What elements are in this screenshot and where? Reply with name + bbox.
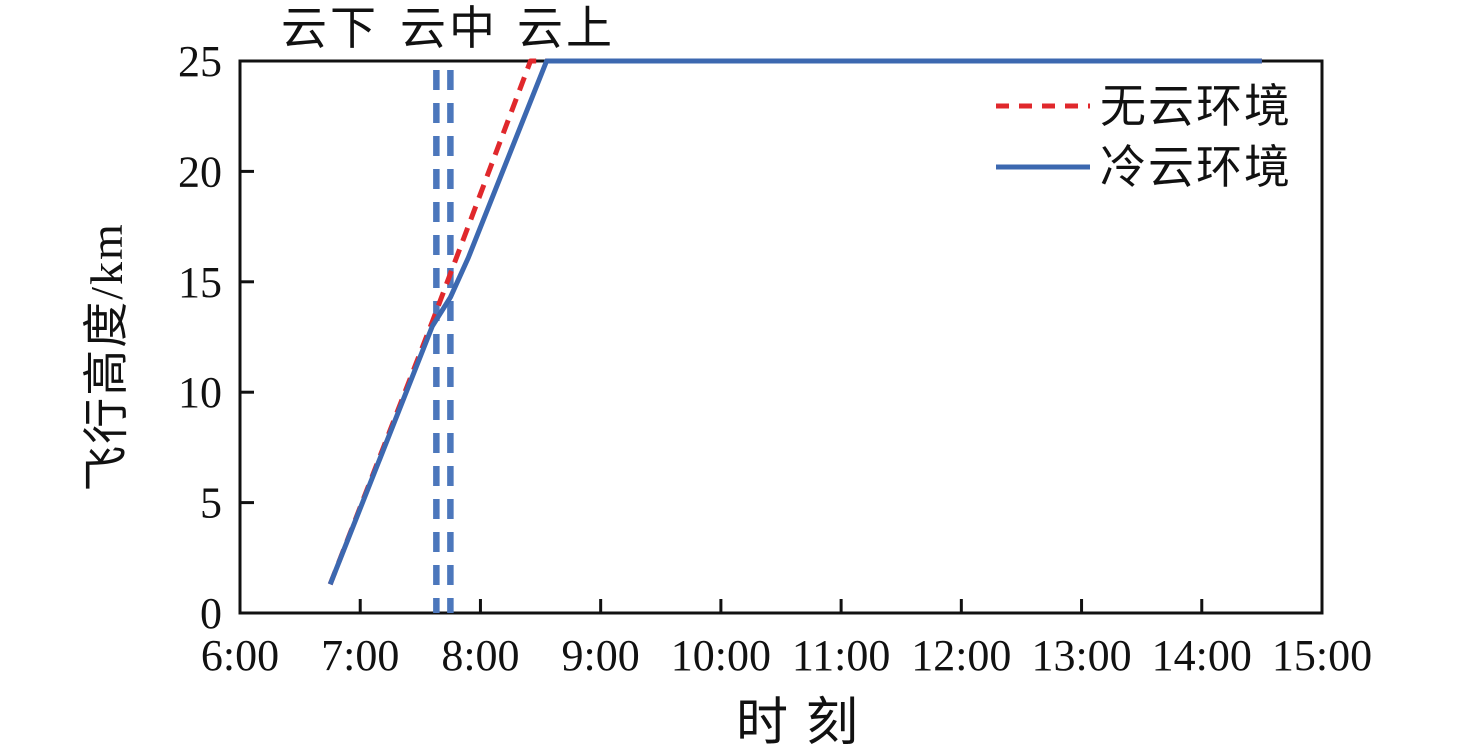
x-tick-label: 15:00: [1272, 631, 1372, 680]
y-tick-label: 15: [178, 258, 222, 307]
cloud-boundary-lines: [433, 70, 454, 613]
y-tick-label: 25: [178, 37, 222, 86]
y-axis-ticks: [240, 59, 254, 615]
y-axis-tick-labels: 0 5 10 15 20 25: [178, 37, 222, 638]
x-tick-label: 10:00: [671, 631, 771, 680]
x-axis-ticks: [238, 599, 1324, 613]
x-tick-label: 9:00: [562, 631, 640, 680]
legend: 无云环境 冷云环境: [996, 81, 1292, 193]
y-tick-label: 20: [178, 147, 222, 196]
x-tick-label: 8:00: [441, 631, 519, 680]
region-label-above-cloud: 云上: [517, 3, 615, 54]
y-tick-label: 0: [200, 589, 222, 638]
x-tick-label: 6:00: [201, 631, 279, 680]
x-tick-label: 12:00: [911, 631, 1011, 680]
x-tick-label: 13:00: [1031, 631, 1131, 680]
y-axis-title: 飞行高度/km: [81, 222, 132, 492]
series-line-cold-cloud: [327, 58, 1262, 586]
y-tick-label: 5: [200, 479, 222, 528]
series-line-cloudless: [327, 58, 1262, 586]
x-axis-tick-labels: 6:00 7:00 8:00 9:00 10:00 11:00 12:00 13:00 14:0…: [201, 631, 1372, 680]
series-lines: [327, 58, 1262, 586]
x-tick-label: 14:00: [1152, 631, 1252, 680]
region-label-in-cloud: 云中: [400, 3, 498, 54]
x-axis-title: 时刻: [736, 695, 876, 750]
x-tick-label: 7:00: [321, 631, 399, 680]
region-label-below-cloud: 云下: [281, 3, 379, 54]
y-tick-label: 10: [178, 368, 222, 417]
x-tick-label: 11:00: [792, 631, 891, 680]
legend-label-cold-cloud: 冷云环境: [1100, 142, 1292, 193]
legend-label-cloudless: 无云环境: [1100, 81, 1292, 132]
